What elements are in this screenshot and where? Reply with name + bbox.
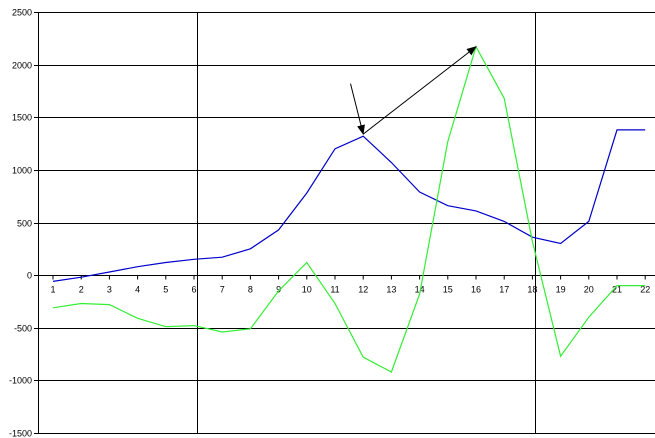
x-tick-label: 19 <box>556 285 566 295</box>
x-tick-label: 9 <box>276 285 281 295</box>
y-tick-label: 1500 <box>12 113 32 123</box>
x-tick-label: 7 <box>220 285 225 295</box>
x-tick-label: 22 <box>640 285 650 295</box>
x-tick-label: 8 <box>248 285 253 295</box>
x-tick-label: 18 <box>527 285 537 295</box>
y-tick-label: -1500 <box>9 429 32 438</box>
series-line-1 <box>52 129 646 282</box>
y-tick-label: 0 <box>27 271 32 281</box>
x-tick-label: 6 <box>191 285 196 295</box>
y-tick-label: 2000 <box>12 61 32 71</box>
annotation-arrow <box>362 46 477 135</box>
x-tick-label: 14 <box>415 285 425 295</box>
y-tick-label: -1000 <box>9 376 32 386</box>
annotations <box>350 46 477 136</box>
x-tick-label: 17 <box>499 285 509 295</box>
grid-lines <box>38 12 655 434</box>
x-tick-label: 21 <box>612 285 622 295</box>
y-tick-label: 2500 <box>12 8 32 18</box>
x-tick-label: 11 <box>330 285 339 295</box>
x-tick-label: 13 <box>386 285 396 295</box>
x-tick-label: 12 <box>358 285 368 295</box>
x-tick-label: 1 <box>50 285 55 295</box>
series <box>52 45 646 373</box>
x-tick-label: 4 <box>135 285 140 295</box>
y-tick-label: 1000 <box>12 166 32 176</box>
x-tick-label: 15 <box>443 285 453 295</box>
series-line-2 <box>52 45 646 373</box>
x-tick-label: 16 <box>471 285 481 295</box>
x-tick-label: 2 <box>79 285 84 295</box>
y-tick-label: -500 <box>14 324 32 334</box>
x-tick-label: 20 <box>584 285 594 295</box>
x-tick-label: 5 <box>163 285 168 295</box>
y-tick-label: 500 <box>17 219 32 229</box>
annotation-arrow <box>350 83 365 136</box>
x-tick-label: 3 <box>107 285 112 295</box>
x-tick-label: 10 <box>302 285 312 295</box>
